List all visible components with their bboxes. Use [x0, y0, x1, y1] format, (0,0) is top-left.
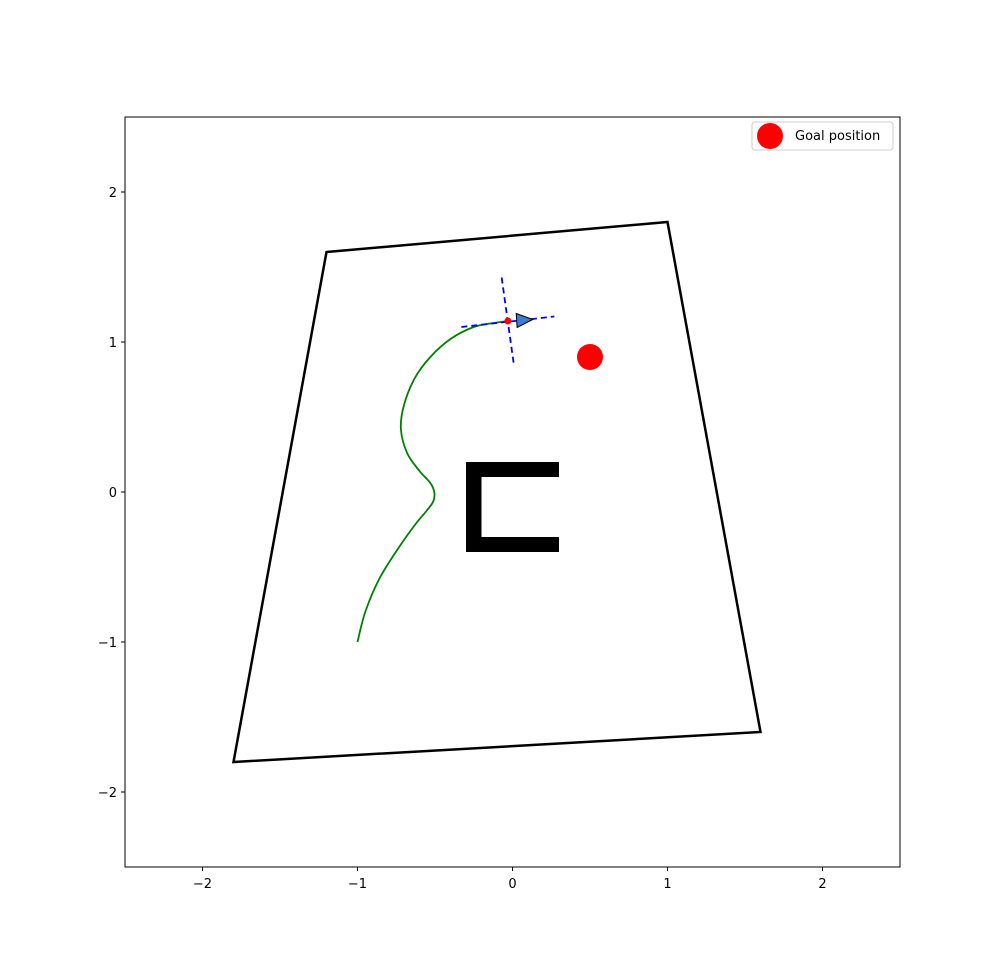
goal-marker — [577, 344, 603, 370]
y-tick-label: 0 — [109, 486, 117, 501]
axes-layer: −2 −1 0 1 2 −2 −1 0 1 2 — [98, 116, 901, 892]
legend-goal-marker — [757, 123, 783, 149]
robot-heading-axis — [461, 315, 555, 328]
y-tick-label: −2 — [98, 786, 117, 801]
obstacle-1 — [466, 462, 482, 552]
legend-box — [751, 121, 894, 151]
plot-layer — [231, 220, 762, 764]
x-tick-label: 0 — [508, 877, 516, 892]
x-tick-label: 2 — [818, 877, 826, 892]
boundary-polygon — [231, 220, 762, 764]
y-tick-label: 2 — [109, 186, 117, 201]
trajectory-line — [356, 320, 508, 643]
x-tick-label: 1 — [663, 877, 671, 892]
x-tick-label: −2 — [193, 877, 212, 892]
robot-arrow — [515, 312, 534, 329]
y-tick-label: −1 — [98, 636, 117, 651]
y-tick-label: 1 — [109, 336, 117, 351]
x-tick-label: −1 — [348, 877, 367, 892]
legend-label: Goal position — [795, 129, 880, 144]
obstacle-2 — [466, 537, 559, 552]
robot-position-marker — [504, 317, 512, 325]
plot-area — [231, 220, 762, 764]
legend: Goal position — [751, 121, 894, 151]
obstacle-0 — [466, 462, 559, 477]
